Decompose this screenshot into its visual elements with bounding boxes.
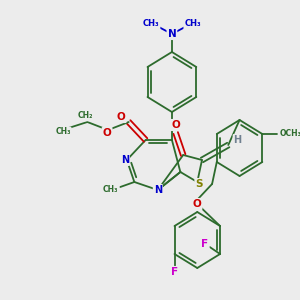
Text: CH₂: CH₂ <box>78 112 93 121</box>
Text: CH₃: CH₃ <box>184 20 201 28</box>
Text: CH₃: CH₃ <box>103 185 118 194</box>
Text: CH₃: CH₃ <box>55 128 71 136</box>
Text: S: S <box>195 179 203 189</box>
Text: OCH₃: OCH₃ <box>280 130 300 139</box>
Text: O: O <box>117 112 126 122</box>
Text: F: F <box>202 239 208 249</box>
Text: O: O <box>171 120 180 130</box>
Text: H: H <box>234 135 242 145</box>
Text: O: O <box>193 199 201 209</box>
Text: CH₃: CH₃ <box>143 20 160 28</box>
Text: O: O <box>103 128 112 138</box>
Text: N: N <box>154 185 162 195</box>
Text: N: N <box>121 155 129 165</box>
Text: N: N <box>167 29 176 39</box>
Text: F: F <box>171 267 178 277</box>
